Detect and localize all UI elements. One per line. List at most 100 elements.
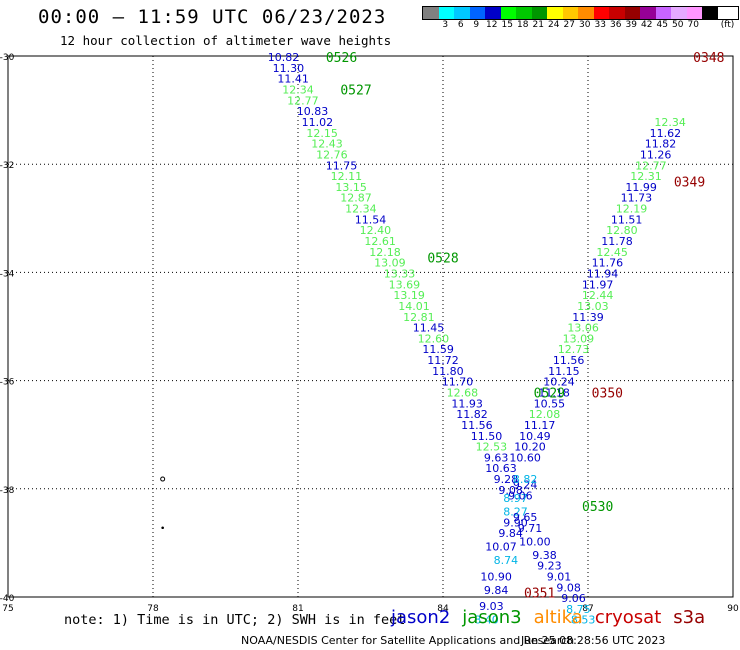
plot-frame bbox=[7, 55, 734, 598]
wave-height-point: 11.62 bbox=[650, 127, 682, 140]
color-swatch bbox=[469, 7, 485, 19]
wave-height-point: 12.76 bbox=[316, 148, 348, 161]
wave-height-point: 11.18 bbox=[538, 387, 570, 400]
generated-timestamp: Jun 25 08:28:56 UTC 2023 bbox=[521, 634, 666, 647]
wave-height-point: 14.01 bbox=[398, 300, 430, 313]
wave-height-point: 11.30 bbox=[273, 62, 305, 75]
wave-height-point: 9.23 bbox=[537, 560, 562, 573]
color-scale-tick: 24 bbox=[548, 20, 560, 30]
wave-height-point: 11.15 bbox=[548, 365, 580, 378]
wave-height-point: 8.75 bbox=[566, 603, 591, 616]
wave-height-point: 10.83 bbox=[297, 105, 329, 118]
color-swatch bbox=[438, 7, 454, 19]
wave-height-point: 11.50 bbox=[471, 430, 503, 443]
pass-time-label: 0528 bbox=[427, 251, 458, 266]
wave-height-point: 11.93 bbox=[451, 397, 483, 410]
color-swatch bbox=[593, 7, 609, 19]
satellite-legend-jason2: jason2 bbox=[391, 607, 451, 628]
wave-height-point: 9.84 bbox=[498, 527, 523, 540]
wave-height-point: 11.75 bbox=[326, 159, 358, 172]
x-tick-label: 84 bbox=[437, 604, 449, 614]
color-scale-ticks: 3 6 9 12 15 18 21 24 27 30 33 36 39 42 45 50 70 (ft) bbox=[422, 20, 739, 34]
pass-time-label: 0527 bbox=[340, 84, 371, 99]
y-tick-label: -30 bbox=[0, 53, 15, 63]
x-tick-label: 87 bbox=[582, 604, 593, 614]
wave-height-point: 9.90 bbox=[503, 516, 528, 529]
wave-height-point: 12.08 bbox=[529, 408, 561, 421]
wave-height-point: 10.55 bbox=[534, 397, 566, 410]
wave-height-point: 11.02 bbox=[302, 116, 334, 129]
wave-height-point: 11.72 bbox=[427, 354, 459, 367]
wave-height-point: 9.38 bbox=[532, 549, 557, 562]
x-tick-label: 81 bbox=[292, 604, 303, 614]
wave-height-point: 13.33 bbox=[384, 267, 416, 280]
color-scale-swatches bbox=[422, 6, 739, 20]
wave-height-point: 13.09 bbox=[563, 332, 595, 345]
y-tick-label: -38 bbox=[0, 486, 15, 496]
wave-height-point: 12.80 bbox=[606, 224, 638, 237]
pass-time-label: 0529 bbox=[534, 387, 565, 402]
y-tick-label: -32 bbox=[0, 161, 14, 171]
wave-height-point: 11.51 bbox=[611, 213, 643, 226]
wave-height-point: 12.87 bbox=[340, 192, 372, 205]
wave-height-point: 11.82 bbox=[456, 408, 488, 421]
wave-height-point: 8.74 bbox=[494, 554, 519, 567]
wave-height-point: 8.53 bbox=[571, 614, 596, 627]
wave-height-point: 11.73 bbox=[621, 192, 653, 205]
pass-time-label: 0351 bbox=[524, 587, 555, 602]
pass-time-label: 0526 bbox=[326, 51, 357, 66]
wave-height-point: 11.59 bbox=[422, 343, 454, 356]
color-swatch bbox=[624, 7, 640, 19]
wave-height-point: 11.56 bbox=[461, 419, 493, 432]
wave-height-point: 12.34 bbox=[282, 84, 314, 97]
location-marker-ring bbox=[160, 476, 166, 482]
x-tick-label: 75 bbox=[2, 604, 13, 614]
wave-height-point: 9.84 bbox=[484, 584, 509, 597]
color-swatch bbox=[686, 7, 702, 19]
pass-time-label: 0349 bbox=[674, 176, 705, 191]
wave-height-point: 12.15 bbox=[306, 127, 338, 140]
wave-height-point: 12.77 bbox=[287, 94, 319, 107]
color-scale-tick: 18 bbox=[517, 20, 529, 30]
wave-height-point: 11.54 bbox=[355, 213, 387, 226]
wave-height-point: 11.26 bbox=[640, 148, 672, 161]
wave-height-point: 10.49 bbox=[519, 430, 551, 443]
wave-height-point: 11.99 bbox=[625, 181, 657, 194]
wave-height-point: 10.82 bbox=[268, 51, 300, 64]
wave-height-point: 12.18 bbox=[369, 246, 401, 259]
wave-height-point: 9.01 bbox=[547, 570, 572, 583]
pass-time-label: 0350 bbox=[592, 387, 623, 402]
wave-height-point: 10.63 bbox=[485, 462, 517, 475]
color-swatch bbox=[485, 7, 501, 19]
color-swatch bbox=[516, 7, 532, 19]
x-tick-label: 90 bbox=[727, 604, 739, 614]
wave-height-point: 9.06 bbox=[508, 489, 533, 502]
wave-height-point: 11.56 bbox=[553, 354, 585, 367]
color-swatch bbox=[655, 7, 671, 19]
chart-subtitle: 12 hour collection of altimeter wave hei… bbox=[60, 33, 392, 48]
wave-height-point: 8.40 bbox=[474, 614, 499, 627]
wave-height-point: 13.69 bbox=[389, 278, 421, 291]
color-scale-tick: 6 bbox=[457, 20, 464, 30]
wave-height-point: 12.40 bbox=[360, 224, 392, 237]
wave-height-point: 13.03 bbox=[577, 300, 609, 313]
wave-height-point: 13.09 bbox=[374, 257, 406, 270]
wave-height-point: 10.00 bbox=[519, 535, 551, 548]
color-scale-tick: 27 bbox=[563, 20, 575, 30]
wave-height-point: 8.82 bbox=[513, 473, 538, 486]
satellite-legend: jason2 jason3 altika cryosat s3a bbox=[391, 607, 717, 628]
wave-height-point: 9.71 bbox=[518, 522, 543, 535]
wave-height-point: 12.31 bbox=[630, 170, 662, 183]
wave-height-point: 10.60 bbox=[509, 451, 541, 464]
wave-height-point: 12.34 bbox=[345, 203, 377, 216]
wave-height-point: 9.08 bbox=[556, 581, 581, 594]
credit-line: NOAA/NESDIS Center for Satellite Applica… bbox=[241, 634, 575, 647]
wave-height-point: 9.03 bbox=[479, 600, 504, 613]
satellite-legend-cryosat: cryosat bbox=[594, 607, 662, 628]
wave-height-point: 8.27 bbox=[503, 506, 528, 519]
wave-height-point: 11.70 bbox=[442, 376, 474, 389]
wave-height-point: 12.73 bbox=[558, 343, 590, 356]
wave-height-point: 8.97 bbox=[503, 492, 528, 505]
color-scale-tick: 3 bbox=[442, 20, 449, 30]
